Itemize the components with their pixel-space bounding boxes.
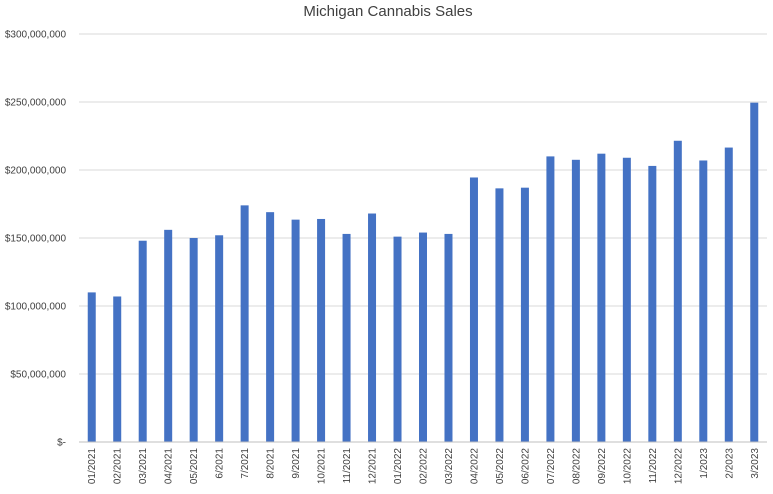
bar [87, 292, 96, 442]
bar [444, 233, 453, 442]
bar [495, 188, 504, 442]
bar [215, 235, 224, 442]
x-tick-label: 01/2022 [393, 448, 404, 485]
x-tick-label: 08/2022 [571, 448, 582, 485]
x-tick-label: 05/2022 [495, 448, 506, 485]
x-tick-label: 04/2021 [164, 448, 175, 485]
bar [342, 233, 351, 442]
x-axis-tick-labels: 01/2021 02/2021 03/2021 04/2021 05/2021 6/202… [87, 448, 761, 485]
x-tick-label: 8/2021 [266, 448, 277, 479]
x-tick-label: 07/2022 [546, 448, 557, 485]
x-tick-label: 11/2022 [648, 448, 659, 484]
x-tick-label: 02/2022 [419, 448, 430, 485]
bar [648, 165, 657, 443]
x-tick-label: 12/2022 [673, 448, 684, 485]
y-tick-label: $200,000,000 [5, 166, 67, 177]
bar [164, 229, 173, 442]
x-tick-label: 12/2021 [368, 448, 379, 485]
bar [673, 140, 682, 442]
x-tick-label: 06/2022 [520, 448, 531, 485]
x-tick-label: 03/2021 [138, 448, 149, 485]
y-axis-tick-labels: $- $50,000,000 $100,000,000 $150,000,000 $20… [5, 30, 67, 449]
x-tick-label: 03/2022 [444, 448, 455, 485]
x-tick-label: 10/2022 [622, 448, 633, 485]
y-tick-label: $250,000,000 [5, 98, 67, 109]
bar [240, 205, 249, 442]
bar [419, 232, 427, 442]
x-tick-label: 02/2021 [113, 448, 124, 485]
bar [189, 238, 198, 442]
bar [622, 157, 631, 442]
bar [571, 159, 580, 443]
x-tick-label: 9/2021 [291, 448, 302, 479]
x-tick-label: 04/2022 [469, 448, 480, 485]
x-tick-label: 01/2021 [87, 448, 98, 485]
x-tick-label: 10/2021 [317, 448, 328, 485]
y-tick-label: $150,000,000 [5, 234, 67, 245]
bar [266, 212, 275, 442]
bar [699, 160, 708, 443]
bar [368, 213, 377, 442]
bar [520, 187, 529, 442]
x-tick-label: 11/2021 [342, 448, 353, 484]
bar [724, 147, 733, 442]
y-tick-label: $300,000,000 [5, 30, 67, 41]
bar [469, 177, 478, 443]
bar [597, 153, 606, 442]
x-tick-label: 6/2021 [215, 448, 226, 479]
bar [291, 219, 300, 442]
x-tick-label: 1/2023 [699, 448, 710, 479]
y-tick-label: $- [57, 438, 66, 449]
x-tick-label: 7/2021 [240, 448, 251, 479]
bars [87, 102, 759, 443]
x-tick-label: 05/2021 [189, 448, 200, 485]
bar [546, 156, 555, 442]
bar [113, 296, 122, 442]
y-tick-label: $100,000,000 [5, 302, 67, 313]
bar [750, 102, 759, 443]
bar [317, 218, 326, 442]
chart-title: Michigan Cannabis Sales [303, 3, 472, 20]
bar [393, 236, 402, 442]
x-tick-label: 3/2023 [750, 448, 761, 479]
x-tick-label: 2/2023 [724, 448, 735, 479]
x-tick-label: 09/2022 [597, 448, 608, 485]
y-tick-label: $50,000,000 [10, 370, 66, 381]
bar [138, 240, 147, 442]
